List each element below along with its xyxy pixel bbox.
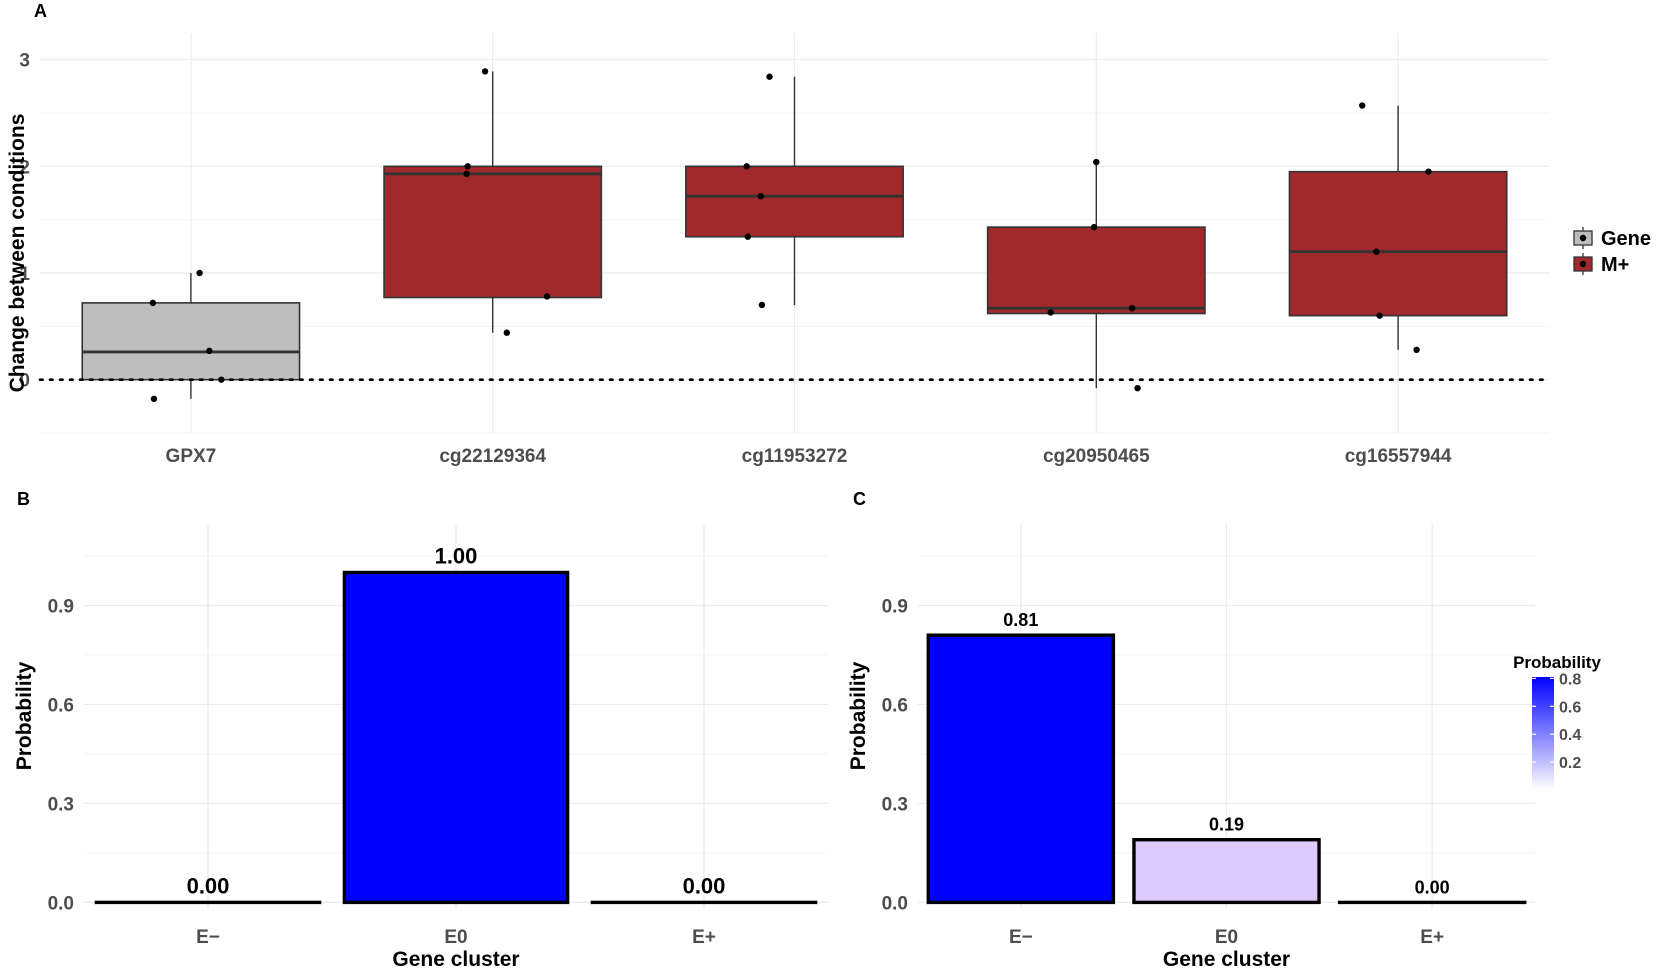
y-axis-title: Probability <box>847 661 870 770</box>
colorbar-gradient <box>1532 677 1554 790</box>
y-tick-label: 0.9 <box>882 596 908 617</box>
data-point <box>206 347 213 355</box>
bar-value-label: 0.00 <box>187 873 230 898</box>
y-tick-label: 0 <box>19 371 30 392</box>
x-tick-label: E0 <box>444 927 467 948</box>
y-tick-label: 3 <box>19 51 30 72</box>
x-tick-label: cg22129364 <box>439 446 546 467</box>
panel-b: 0.0 0.3 0.6 0.9 0.00 E− 1.00 E0 0.00 E+ Gene clust… <box>13 523 828 971</box>
legend-label: Gene <box>1601 228 1651 250</box>
colorbar-tick-label: 0.4 <box>1559 727 1581 744</box>
data-point <box>757 193 765 200</box>
y-axis-title: Probability <box>13 661 36 770</box>
bar-value-label: 0.00 <box>683 873 726 898</box>
y-tick-label: 0.9 <box>48 596 74 617</box>
legend-key-point <box>1579 260 1587 268</box>
bar-value-label: 1.00 <box>435 543 478 568</box>
data-point <box>1128 305 1136 312</box>
y-tick-label: 0.0 <box>882 893 908 914</box>
data-point <box>503 329 511 336</box>
data-point <box>1093 158 1100 166</box>
y-tick-label: 0.0 <box>48 893 74 914</box>
data-point <box>463 170 470 177</box>
data-point <box>149 299 157 307</box>
y-tick-label: 2 <box>19 157 30 178</box>
bar-value-label: 0.81 <box>1003 610 1038 630</box>
x-tick-label: E− <box>1009 927 1033 948</box>
panel-a: 0 1 2 3 GPX7 cg22129364 cg11953272 cg20950465 cg… <box>6 33 1651 467</box>
panel-tag-b: B <box>17 489 30 509</box>
x-tick-label: E0 <box>1215 927 1238 948</box>
y-tick-label: 0.6 <box>48 695 74 716</box>
y-tick-label: 0.3 <box>882 794 908 815</box>
box-cg16557944 <box>1288 170 1508 317</box>
data-point <box>196 269 203 277</box>
data-point <box>758 301 766 309</box>
box-cg20950465 <box>986 226 1206 315</box>
box-GPX7 <box>81 302 301 381</box>
box-cg22129364 <box>383 165 603 299</box>
x-tick-label: cg11953272 <box>742 446 848 467</box>
data-point <box>1359 102 1366 109</box>
bar-E− <box>926 633 1116 905</box>
bar-E0 <box>1132 838 1321 905</box>
colorbar-title: Probability <box>1513 653 1601 672</box>
y-tick-label: 0.3 <box>48 794 74 815</box>
colorbar-tick-label: 0.8 <box>1559 671 1581 688</box>
data-point <box>1373 248 1380 255</box>
data-point <box>543 293 551 300</box>
legend-key-point <box>1579 234 1587 242</box>
panel-tag-c: C <box>853 489 866 509</box>
colorbar-tick-label: 0.6 <box>1559 699 1581 716</box>
panel-tag-a: A <box>34 1 47 21</box>
y-tick-label: 0.6 <box>882 695 908 716</box>
data-point <box>150 395 158 403</box>
data-point <box>1413 346 1420 353</box>
data-point <box>1047 309 1054 316</box>
x-tick-label: E+ <box>1420 927 1444 948</box>
data-point <box>464 163 471 170</box>
bar-value-label: 0.19 <box>1209 815 1244 835</box>
data-point <box>1090 223 1098 231</box>
data-point <box>766 73 773 80</box>
x-axis-title: Gene cluster <box>392 948 519 971</box>
data-point <box>1376 312 1383 319</box>
bar-E0 <box>342 570 570 905</box>
bar-value-label: 0.00 <box>1415 877 1450 897</box>
x-axis-title: Gene cluster <box>1163 948 1290 971</box>
colorbar-tick-label: 0.2 <box>1559 755 1581 772</box>
x-tick-label: E+ <box>692 927 716 948</box>
x-tick-label: E− <box>196 927 220 948</box>
x-tick-label: cg16557944 <box>1345 446 1452 467</box>
y-tick-label: 1 <box>19 264 30 285</box>
legend-label: M+ <box>1601 254 1629 276</box>
data-point <box>744 233 751 240</box>
data-point <box>1134 385 1141 392</box>
y-axis-title: Change between conditions <box>6 114 29 393</box>
data-point <box>1425 168 1432 175</box>
x-tick-label: GPX7 <box>166 446 217 467</box>
x-tick-label: cg20950465 <box>1043 446 1150 467</box>
data-point <box>481 68 489 75</box>
data-point <box>743 163 750 170</box>
panel-c: 0.0 0.3 0.6 0.9 0.81 E− 0.19 E0 0.00 E+ Gene clust… <box>847 523 1601 971</box>
box-cg11953272 <box>685 165 904 238</box>
